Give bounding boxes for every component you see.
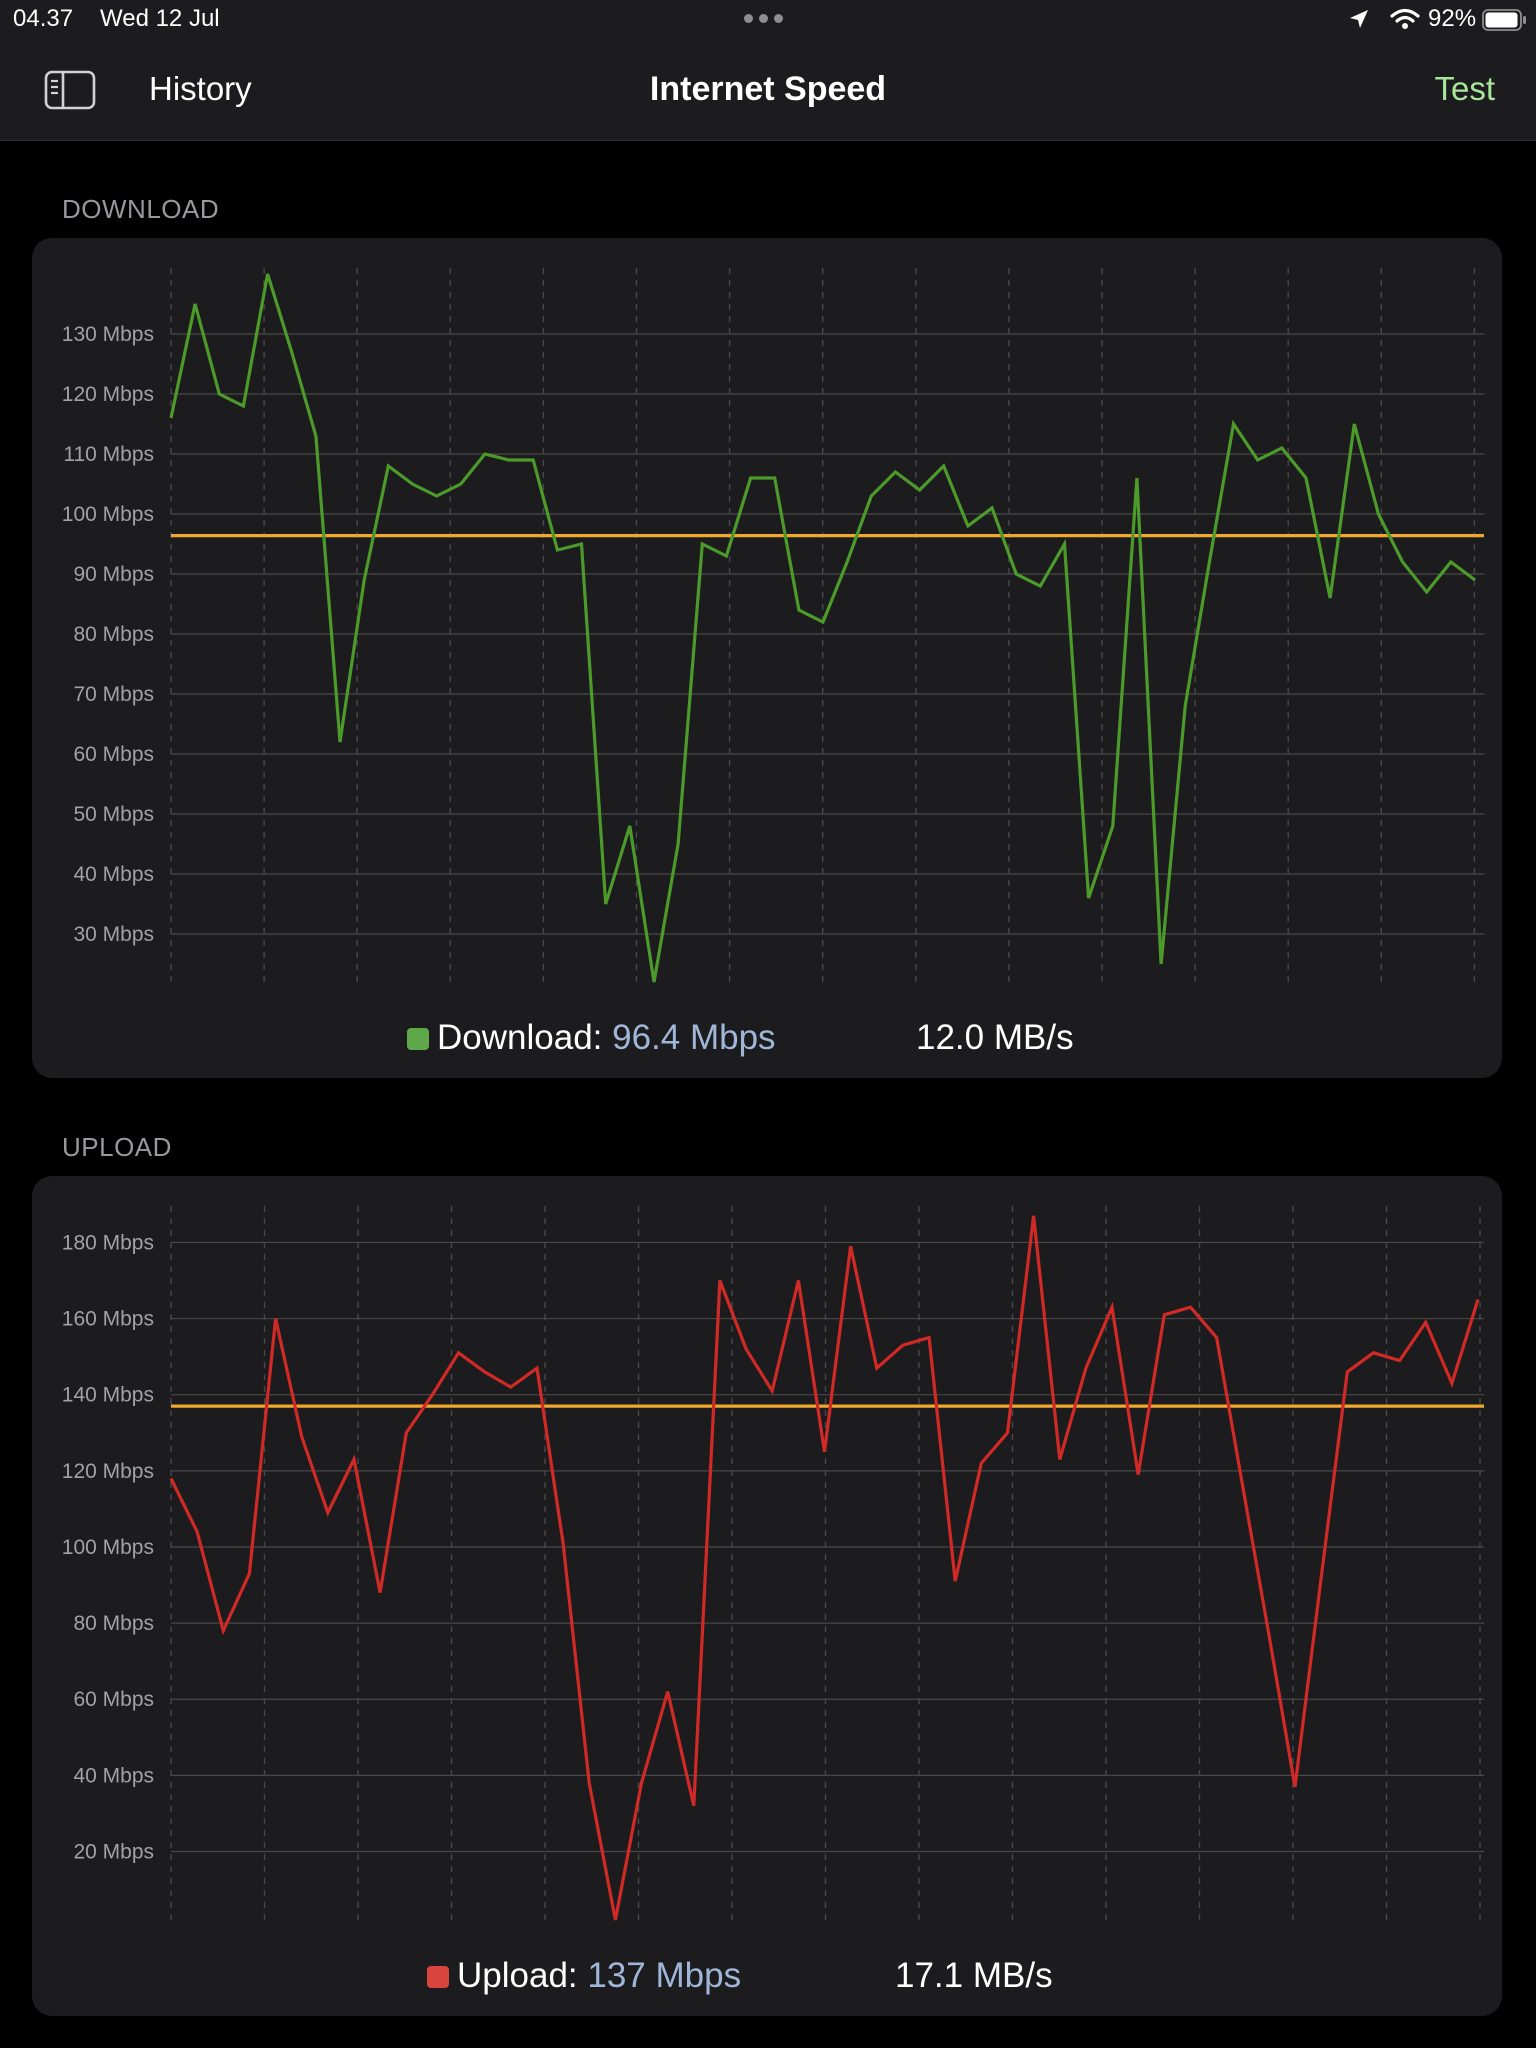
download-chart-card: 30 Mbps 40 Mbps 50 Mbps 60 Mbps 70 Mbps 80 Mb…	[32, 238, 1502, 1078]
upload-chart-card: 20 Mbps 40 Mbps 60 Mbps 80 Mbps 100 Mbps 120 …	[32, 1176, 1502, 2016]
navigation-bar: History Internet Speed Test	[0, 40, 1536, 141]
upload-speed-value: 137 Mbps	[587, 1956, 742, 1995]
multitasking-dots-icon[interactable]	[744, 14, 790, 24]
upload-legend-swatch	[427, 1966, 449, 1988]
y-tick-label: 110 Mbps	[63, 443, 154, 466]
y-tick-label: 60 Mbps	[73, 1688, 154, 1711]
download-speed-value: 96.4 Mbps	[612, 1018, 776, 1057]
download-chart: 30 Mbps 40 Mbps 50 Mbps 60 Mbps 70 Mbps 80 Mb…	[62, 268, 1484, 983]
upload-series-line	[169, 1215, 1480, 1921]
y-tick-label: 20 Mbps	[73, 1840, 154, 1863]
download-section-label: DOWNLOAD	[62, 194, 220, 224]
upload-legend-label: Upload:	[457, 1956, 578, 1995]
download-legend-label: Download:	[437, 1018, 603, 1057]
y-tick-label: 120 Mbps	[62, 1460, 154, 1483]
y-tick-label: 160 Mbps	[62, 1308, 154, 1331]
status-time: 04.37	[13, 5, 74, 32]
status-bar: 04.37 Wed 12 Jul 92%	[0, 0, 1536, 40]
upload-section-label: UPLOAD	[62, 1132, 172, 1162]
y-tick-label: 80 Mbps	[73, 623, 154, 646]
y-tick-label: 140 Mbps	[62, 1384, 154, 1407]
y-tick-label: 40 Mbps	[73, 1764, 154, 1787]
y-tick-label: 70 Mbps	[73, 683, 154, 706]
battery-icon	[1482, 9, 1526, 31]
sidebar-toggle-icon[interactable]	[44, 70, 96, 110]
upload-mbs-value: 17.1 MB/s	[895, 1956, 1053, 1995]
status-indicators: 92%	[1316, 0, 1536, 40]
battery-percentage: 92%	[1428, 5, 1477, 32]
location-arrow-icon	[1350, 10, 1368, 28]
y-tick-label: 60 Mbps	[73, 743, 154, 766]
y-tick-label: 40 Mbps	[73, 863, 154, 886]
page-title: Internet Speed	[649, 70, 887, 108]
y-tick-label: 80 Mbps	[73, 1612, 154, 1635]
y-tick-label: 120 Mbps	[62, 383, 154, 406]
status-date: Wed 12 Jul	[100, 5, 220, 32]
y-tick-label: 180 Mbps	[62, 1231, 154, 1254]
y-tick-label: 130 Mbps	[62, 323, 154, 346]
download-legend: Download: 96.4 Mbps	[407, 1018, 776, 1068]
y-tick-label: 100 Mbps	[62, 503, 154, 526]
download-legend-swatch	[407, 1028, 429, 1050]
upload-chart: 20 Mbps 40 Mbps 60 Mbps 80 Mbps 100 Mbps 120 …	[62, 1206, 1484, 1921]
download-mbs-value: 12.0 MB/s	[916, 1018, 1074, 1057]
wifi-icon	[1390, 8, 1420, 29]
y-tick-label: 30 Mbps	[73, 923, 154, 946]
history-button[interactable]: History	[149, 70, 252, 107]
y-tick-label: 90 Mbps	[73, 563, 154, 586]
upload-legend: Upload: 137 Mbps	[427, 1956, 741, 2006]
download-series-line	[169, 273, 1476, 983]
test-button[interactable]: Test	[1434, 70, 1495, 107]
y-tick-label: 100 Mbps	[62, 1536, 154, 1559]
y-tick-label: 50 Mbps	[73, 803, 154, 826]
